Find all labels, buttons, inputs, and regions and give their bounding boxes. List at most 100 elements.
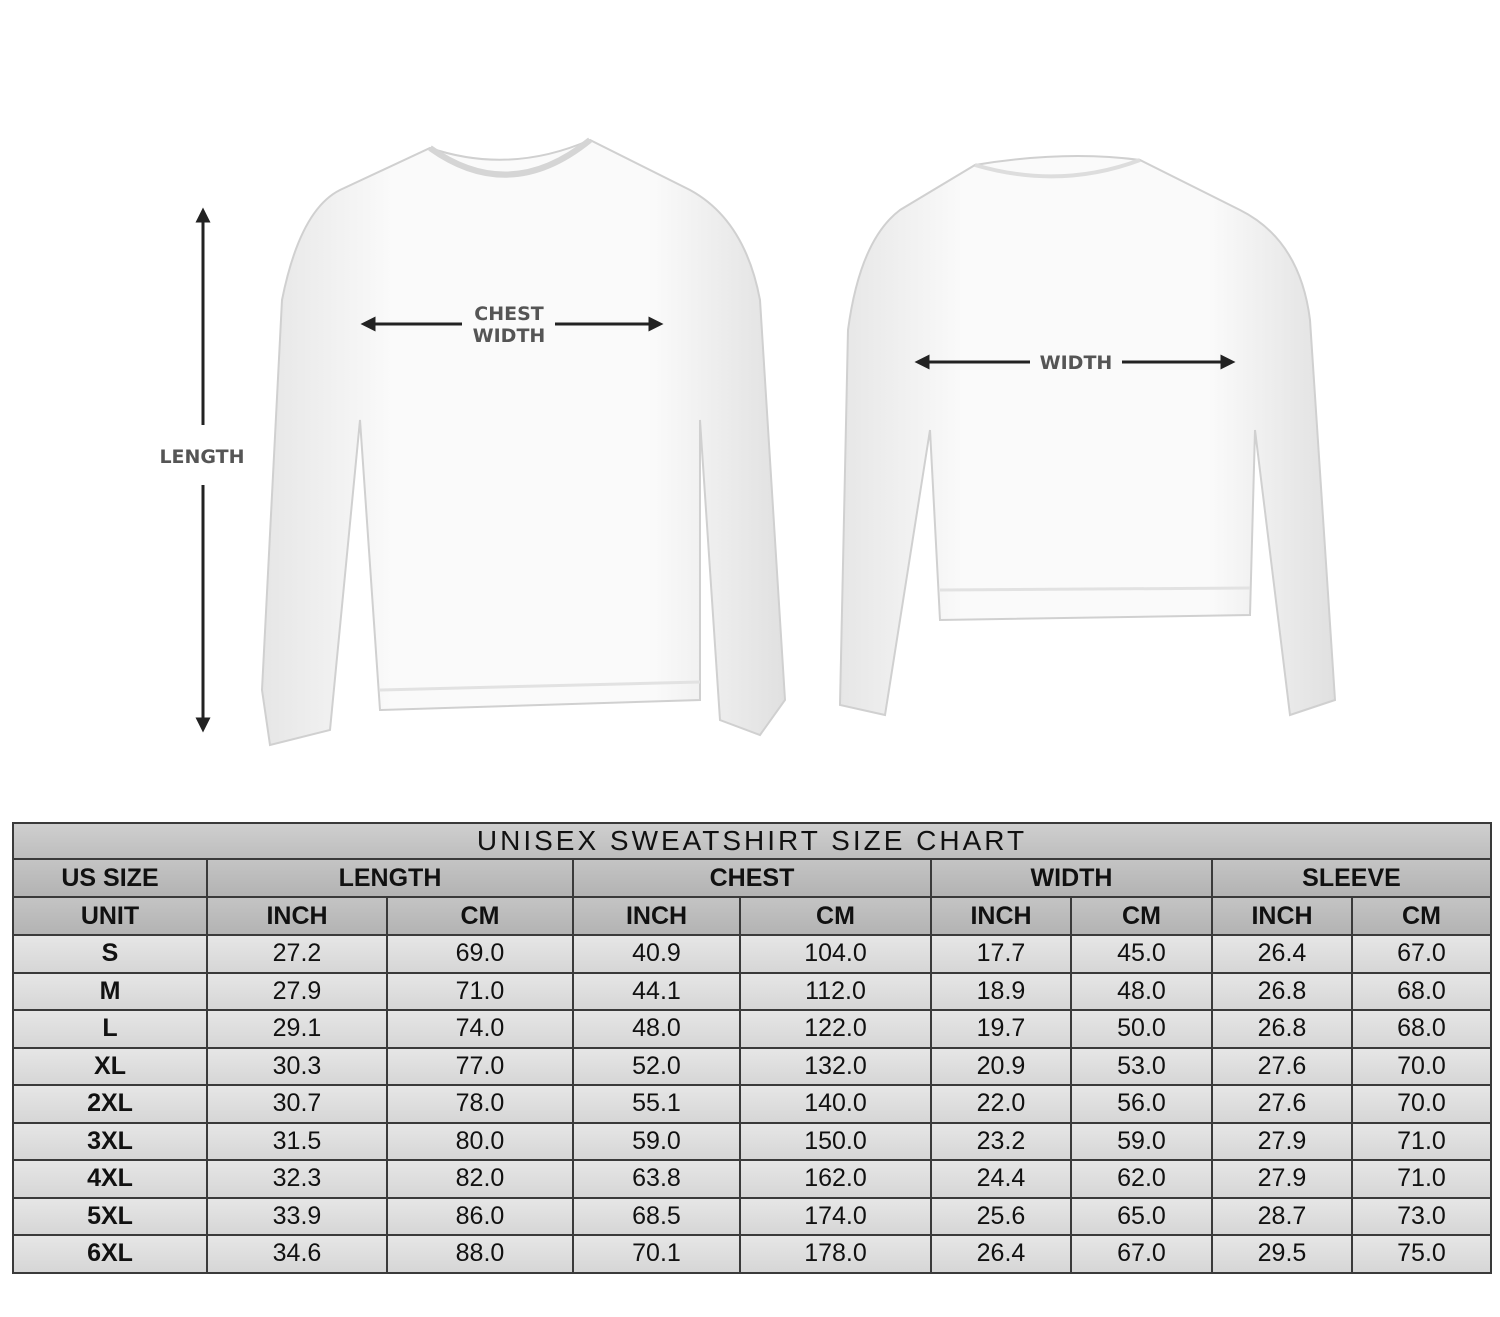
measurement-cell: 174.0: [739, 1196, 932, 1236]
size-cell: 3XL: [12, 1121, 208, 1161]
unit-cm: CM: [1070, 896, 1213, 936]
table-row: M 27.9 71.0 44.1 112.0 18.9 48.0 26.8 68.0: [12, 971, 1492, 1011]
measurement-cell: 45.0: [1070, 934, 1213, 974]
sweatshirt-illustration: LENGTH CHEST WIDTH WIDTH: [159, 137, 1337, 747]
measurement-cell: 74.0: [386, 1009, 574, 1049]
measurement-cell: 67.0: [1351, 934, 1492, 974]
measurement-cell: 44.1: [572, 971, 741, 1011]
unit-cm: CM: [386, 896, 574, 936]
measurement-cell: 59.0: [1070, 1121, 1213, 1161]
measurement-cell: 59.0: [572, 1121, 741, 1161]
measurement-cell: 132.0: [739, 1046, 932, 1086]
measurement-cell: 28.7: [1211, 1196, 1353, 1236]
measurement-cell: 30.7: [206, 1084, 388, 1124]
measurement-cell: 80.0: [386, 1121, 574, 1161]
table-row: XL 30.3 77.0 52.0 132.0 20.9 53.0 27.6 70.0: [12, 1046, 1492, 1086]
measurement-cell: 26.4: [930, 1234, 1072, 1274]
size-cell: L: [12, 1009, 208, 1049]
front-sweatshirt: [260, 137, 787, 747]
measurement-cell: 68.5: [572, 1196, 741, 1236]
measurement-cell: 104.0: [739, 934, 932, 974]
unit-cm: CM: [739, 896, 932, 936]
group-sleeve: SLEEVE: [1211, 858, 1492, 898]
table-row: S 27.2 69.0 40.9 104.0 17.7 45.0 26.4 67.0: [12, 934, 1492, 974]
measurement-cell: 71.0: [1351, 1121, 1492, 1161]
measurement-cell: 40.9: [572, 934, 741, 974]
measurement-cell: 65.0: [1070, 1196, 1213, 1236]
chart-title: UNISEX SWEATSHIRT SIZE CHART: [12, 822, 1492, 860]
size-cell: 4XL: [12, 1159, 208, 1199]
measurement-cell: 77.0: [386, 1046, 574, 1086]
unit-inch: INCH: [1211, 896, 1353, 936]
measurement-cell: 27.9: [1211, 1159, 1353, 1199]
measurement-cell: 178.0: [739, 1234, 932, 1274]
measurement-cell: 34.6: [206, 1234, 388, 1274]
group-header-row: US SIZE LENGTH CHEST WIDTH SLEEVE: [12, 858, 1492, 898]
measurement-cell: 31.5: [206, 1121, 388, 1161]
length-label: LENGTH: [159, 446, 244, 468]
unit-inch: INCH: [206, 896, 388, 936]
measurement-cell: 48.0: [572, 1009, 741, 1049]
size-cell: 6XL: [12, 1234, 208, 1274]
unit-header-row: UNIT INCH CM INCH CM INCH CM INCH CM: [12, 896, 1492, 936]
measurement-cell: 55.1: [572, 1084, 741, 1124]
measurement-cell: 70.0: [1351, 1084, 1492, 1124]
measurement-cell: 32.3: [206, 1159, 388, 1199]
measurement-cell: 69.0: [386, 934, 574, 974]
size-cell: M: [12, 971, 208, 1011]
table-row: 2XL 30.7 78.0 55.1 140.0 22.0 56.0 27.6 70.0: [12, 1084, 1492, 1124]
measurement-cell: 63.8: [572, 1159, 741, 1199]
unit-inch: INCH: [572, 896, 741, 936]
group-width: WIDTH: [930, 858, 1213, 898]
measurement-cell: 29.5: [1211, 1234, 1353, 1274]
measurement-cell: 24.4: [930, 1159, 1072, 1199]
measurement-cell: 33.9: [206, 1196, 388, 1236]
measurement-cell: 26.8: [1211, 971, 1353, 1011]
measurement-cell: 162.0: [739, 1159, 932, 1199]
measurement-cell: 62.0: [1070, 1159, 1213, 1199]
size-cell: S: [12, 934, 208, 974]
chest-width-arrow: CHEST WIDTH: [360, 303, 664, 347]
measurement-cell: 70.0: [1351, 1046, 1492, 1086]
measurement-cell: 140.0: [739, 1084, 932, 1124]
measurement-cell: 82.0: [386, 1159, 574, 1199]
measurement-cell: 75.0: [1351, 1234, 1492, 1274]
measurement-cell: 68.0: [1351, 1009, 1492, 1049]
unit-inch: INCH: [930, 896, 1072, 936]
chest-width-label: WIDTH: [473, 325, 546, 347]
size-cell: 5XL: [12, 1196, 208, 1236]
size-cell: XL: [12, 1046, 208, 1086]
table-row: 6XL 34.6 88.0 70.1 178.0 26.4 67.0 29.5 75.0: [12, 1234, 1492, 1274]
measurement-cell: 71.0: [1351, 1159, 1492, 1199]
back-width-arrow: WIDTH: [914, 352, 1236, 374]
measurement-cell: 17.7: [930, 934, 1072, 974]
measurement-cell: 25.6: [930, 1196, 1072, 1236]
measurement-cell: 86.0: [386, 1196, 574, 1236]
width-label: WIDTH: [1040, 352, 1113, 374]
unit-cm: CM: [1351, 896, 1492, 936]
measurement-cell: 68.0: [1351, 971, 1492, 1011]
chest-label: CHEST: [474, 303, 544, 325]
measurement-cell: 56.0: [1070, 1084, 1213, 1124]
table-row: 3XL 31.5 80.0 59.0 150.0 23.2 59.0 27.9 71.0: [12, 1121, 1492, 1161]
table-row: 5XL 33.9 86.0 68.5 174.0 25.6 65.0 28.7 73.0: [12, 1196, 1492, 1236]
measurement-cell: 50.0: [1070, 1009, 1213, 1049]
table-row: 4XL 32.3 82.0 63.8 162.0 24.4 62.0 27.9 71.0: [12, 1159, 1492, 1199]
length-arrow: LENGTH: [159, 207, 245, 733]
measurement-cell: 27.2: [206, 934, 388, 974]
measurement-cell: 70.1: [572, 1234, 741, 1274]
measurement-cell: 18.9: [930, 971, 1072, 1011]
measurement-cell: 27.9: [206, 971, 388, 1011]
measurement-cell: 26.8: [1211, 1009, 1353, 1049]
size-cell: 2XL: [12, 1084, 208, 1124]
measurement-cell: 78.0: [386, 1084, 574, 1124]
back-sweatshirt: [838, 155, 1337, 717]
measurement-cell: 22.0: [930, 1084, 1072, 1124]
measurement-cell: 67.0: [1070, 1234, 1213, 1274]
group-chest: CHEST: [572, 858, 932, 898]
measurement-cell: 27.6: [1211, 1046, 1353, 1086]
measurement-cell: 48.0: [1070, 971, 1213, 1011]
table-row: L 29.1 74.0 48.0 122.0 19.7 50.0 26.8 68.0: [12, 1009, 1492, 1049]
size-chart-table: UNISEX SWEATSHIRT SIZE CHART US SIZE LEN…: [12, 822, 1492, 1274]
group-length: LENGTH: [206, 858, 574, 898]
